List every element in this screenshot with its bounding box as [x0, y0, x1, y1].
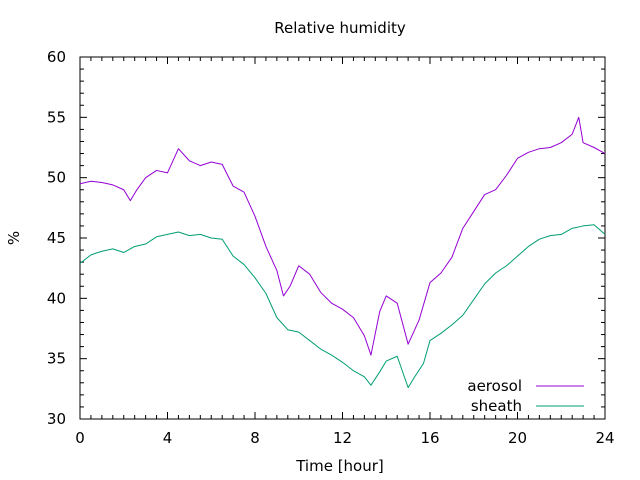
x-axis: 0 4 8 12 16 20 24 — [75, 57, 615, 447]
x-tick-label: 12 — [333, 429, 352, 447]
x-tick-label: 0 — [75, 429, 85, 447]
x-axis-title: Time [hour] — [295, 457, 384, 475]
y-tick-label: 55 — [47, 108, 66, 126]
series-layer — [79, 116, 606, 389]
y-axis: 30 35 40 45 50 55 60 — [47, 48, 605, 428]
chart-title: Relative humidity — [274, 19, 406, 37]
y-tick-label: 30 — [47, 410, 66, 428]
legend-label-aerosol: aerosol — [467, 377, 522, 395]
y-tick-label: 45 — [47, 229, 66, 247]
legend: aerosol sheath — [467, 377, 584, 415]
x-tick-label: 4 — [163, 429, 173, 447]
y-axis-title: % — [5, 231, 23, 245]
y-tick-label: 40 — [47, 289, 66, 307]
x-tick-label: 16 — [420, 429, 439, 447]
series-line-sheath — [79, 224, 606, 389]
y-tick-label: 35 — [47, 350, 66, 368]
plot-border — [79, 56, 606, 420]
legend-label-sheath: sheath — [471, 397, 522, 415]
x-tick-label: 8 — [250, 429, 260, 447]
x-tick-label: 24 — [595, 429, 614, 447]
plot-area — [79, 56, 606, 420]
series-line-aerosol — [79, 116, 606, 356]
x-tick-label: 20 — [508, 429, 527, 447]
y-tick-label: 50 — [47, 169, 66, 187]
y-tick-label: 60 — [47, 48, 66, 66]
